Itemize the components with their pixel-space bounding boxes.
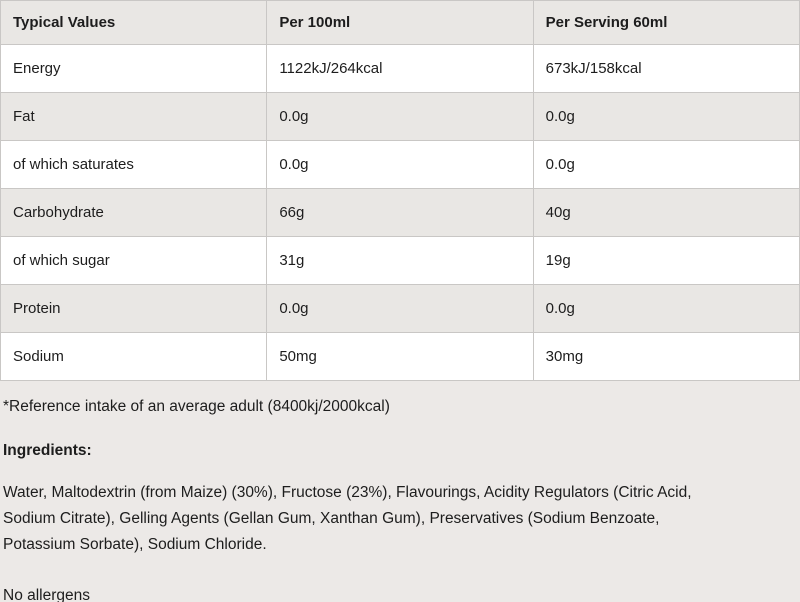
nutrition-table-body: Energy 1122kJ/264kcal 673kJ/158kcal Fat …	[0, 44, 800, 381]
table-row-sodium: Sodium 50mg 30mg	[0, 332, 800, 381]
value-per-100ml: 0.0g	[266, 92, 534, 141]
value-per-100ml: 0.0g	[266, 284, 534, 333]
row-label: Sodium	[0, 332, 268, 381]
row-label: of which sugar	[0, 236, 268, 285]
value-per-100ml: 31g	[266, 236, 534, 285]
value-per-serving: 0.0g	[532, 92, 800, 141]
nutrition-table-header: Typical Values Per 100ml Per Serving 60m…	[0, 0, 800, 45]
column-header-per-serving: Per Serving 60ml	[532, 0, 800, 45]
row-label: Carbohydrate	[0, 188, 268, 237]
value-per-100ml: 66g	[266, 188, 534, 237]
value-per-100ml: 1122kJ/264kcal	[266, 44, 534, 93]
header-row: Typical Values Per 100ml Per Serving 60m…	[0, 0, 800, 45]
ingredients-line: Sodium Citrate), Gelling Agents (Gellan …	[3, 510, 660, 527]
value-per-serving: 0.0g	[532, 284, 800, 333]
value-per-serving: 0.0g	[532, 140, 800, 189]
value-per-100ml: 0.0g	[266, 140, 534, 189]
value-per-serving: 40g	[532, 188, 800, 237]
column-header-per-100ml: Per 100ml	[266, 0, 534, 45]
label-notes-section: *Reference intake of an average adult (8…	[0, 381, 800, 602]
table-row-fat: Fat 0.0g 0.0g	[0, 92, 800, 141]
nutrition-table: Typical Values Per 100ml Per Serving 60m…	[0, 0, 800, 381]
value-per-serving: 673kJ/158kcal	[532, 44, 800, 93]
row-label: Fat	[0, 92, 268, 141]
ingredients-line: Water, Maltodextrin (from Maize) (30%), …	[3, 484, 692, 501]
table-row-protein: Protein 0.0g 0.0g	[0, 284, 800, 333]
row-label: Protein	[0, 284, 268, 333]
table-row-sugar: of which sugar 31g 19g	[0, 236, 800, 285]
row-label: of which saturates	[0, 140, 268, 189]
reference-intake-note: *Reference intake of an average adult (8…	[3, 398, 390, 415]
ingredients-text: Water, Maltodextrin (from Maize) (30%), …	[3, 480, 797, 558]
table-row-carbohydrate: Carbohydrate 66g 40g	[0, 188, 800, 237]
table-row-saturates: of which saturates 0.0g 0.0g	[0, 140, 800, 189]
value-per-100ml: 50mg	[266, 332, 534, 381]
value-per-serving: 30mg	[532, 332, 800, 381]
ingredients-heading: Ingredients:	[3, 442, 92, 459]
table-row-energy: Energy 1122kJ/264kcal 673kJ/158kcal	[0, 44, 800, 93]
row-label: Energy	[0, 44, 268, 93]
ingredients-line: Potassium Sorbate), Sodium Chloride.	[3, 536, 267, 553]
column-header-typical-values: Typical Values	[0, 0, 268, 45]
value-per-serving: 19g	[532, 236, 800, 285]
allergens-note: No allergens	[3, 587, 91, 602]
